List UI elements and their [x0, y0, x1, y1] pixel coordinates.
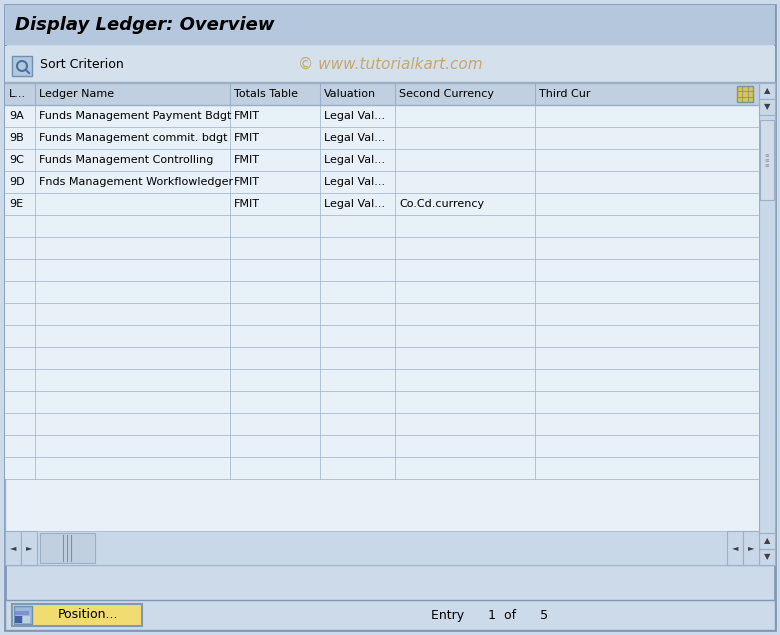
Text: Funds Management commit. bdgt: Funds Management commit. bdgt	[39, 133, 228, 143]
Text: ▼: ▼	[764, 552, 771, 561]
Text: Sort Criterion: Sort Criterion	[40, 58, 124, 70]
Text: Ledger Name: Ledger Name	[39, 89, 114, 99]
Text: FMIT: FMIT	[234, 111, 260, 121]
Bar	[5, 83, 759, 105]
Bar	[5, 531, 759, 565]
Text: Third Cur: Third Cur	[539, 89, 590, 99]
Bar	[15, 616, 22, 623]
Text: ▲: ▲	[764, 537, 771, 545]
Bar	[14, 606, 32, 624]
Bar	[5, 413, 759, 435]
Bar	[5, 391, 759, 413]
Bar	[12, 56, 32, 76]
Text: Second Currency: Second Currency	[399, 89, 494, 99]
Bar	[743, 531, 759, 565]
Bar	[21, 531, 37, 565]
Text: ◄: ◄	[9, 544, 16, 552]
Text: Funds Management Payment Bdgt: Funds Management Payment Bdgt	[39, 111, 232, 121]
Text: ▼: ▼	[764, 102, 771, 112]
Text: 9D: 9D	[9, 177, 25, 187]
Bar	[5, 600, 775, 630]
Bar	[759, 533, 775, 549]
Bar	[5, 193, 759, 215]
Text: Entry      1  of      5: Entry 1 of 5	[431, 608, 548, 622]
Bar	[5, 215, 759, 237]
Text: 9A: 9A	[9, 111, 23, 121]
Text: Fnds Management Workflowledger: Fnds Management Workflowledger	[39, 177, 233, 187]
Bar	[5, 259, 759, 281]
Text: 9E: 9E	[9, 199, 23, 209]
Text: ◄: ◄	[732, 544, 738, 552]
Text: Legal Val...: Legal Val...	[324, 199, 385, 209]
Text: ►: ►	[26, 544, 32, 552]
Bar	[5, 303, 759, 325]
Text: ▲: ▲	[764, 86, 771, 95]
Bar	[5, 105, 759, 127]
Text: Co.Cd.currency: Co.Cd.currency	[399, 199, 484, 209]
Text: ≡: ≡	[764, 157, 769, 163]
Bar	[5, 127, 759, 149]
Bar	[5, 325, 759, 347]
Text: Legal Val...: Legal Val...	[324, 155, 385, 165]
Text: Display Ledger: Overview: Display Ledger: Overview	[15, 16, 275, 34]
Text: FMIT: FMIT	[234, 155, 260, 165]
Bar	[737, 86, 753, 102]
Bar	[5, 457, 759, 479]
Text: Legal Val...: Legal Val...	[324, 133, 385, 143]
Bar	[759, 549, 775, 565]
Bar	[5, 347, 759, 369]
Bar	[5, 83, 775, 565]
Text: Totals Table: Totals Table	[234, 89, 298, 99]
Text: FMIT: FMIT	[234, 199, 260, 209]
Text: L...: L...	[9, 89, 26, 99]
Bar	[727, 531, 743, 565]
Text: Funds Management Controlling: Funds Management Controlling	[39, 155, 214, 165]
Text: ►: ►	[748, 544, 754, 552]
Bar	[760, 120, 774, 200]
Bar	[12, 604, 142, 626]
Text: ≡: ≡	[764, 163, 769, 168]
Text: FMIT: FMIT	[234, 133, 260, 143]
Text: Legal Val...: Legal Val...	[324, 177, 385, 187]
Text: ≡: ≡	[764, 152, 769, 157]
Text: Position...: Position...	[58, 608, 119, 622]
Bar	[5, 149, 759, 171]
Text: Legal Val...: Legal Val...	[324, 111, 385, 121]
Bar	[759, 83, 775, 99]
Text: 9C: 9C	[9, 155, 24, 165]
Bar	[5, 369, 759, 391]
Bar	[5, 171, 759, 193]
Bar	[5, 281, 759, 303]
Bar	[5, 531, 21, 565]
Text: FMIT: FMIT	[234, 177, 260, 187]
Bar	[759, 99, 775, 115]
Bar	[5, 46, 775, 82]
Bar	[23, 616, 30, 623]
Text: Valuation: Valuation	[324, 89, 376, 99]
Bar	[5, 237, 759, 259]
Bar	[759, 83, 775, 565]
Text: © www.tutorialkart.com: © www.tutorialkart.com	[298, 57, 482, 72]
Text: 9B: 9B	[9, 133, 23, 143]
Bar	[15, 611, 29, 615]
Bar	[5, 435, 759, 457]
Bar	[5, 5, 775, 45]
Bar	[40, 533, 95, 563]
